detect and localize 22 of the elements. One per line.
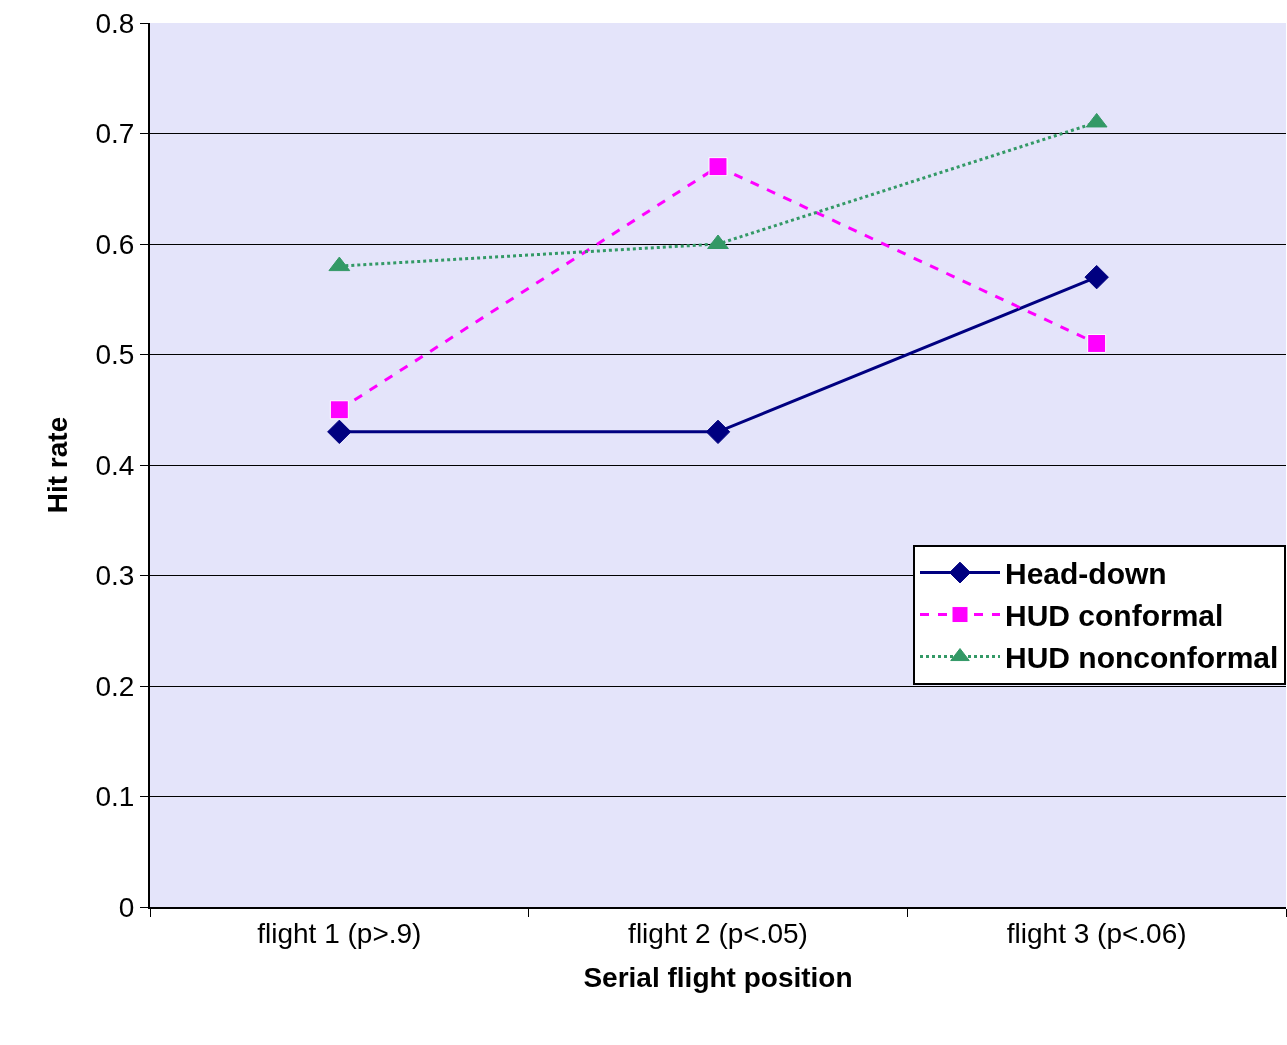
y-tick-label: 0.1 xyxy=(95,781,135,813)
legend-label: HUD conformal xyxy=(1005,599,1224,633)
y-tick-label: 0.8 xyxy=(95,7,135,39)
point xyxy=(705,419,731,445)
y-tick-label: 0.4 xyxy=(95,449,135,481)
y-tick-label: 0.6 xyxy=(95,228,135,260)
y-tick-label: 0.7 xyxy=(95,118,135,150)
y-tick-label: 0 xyxy=(118,891,135,923)
point xyxy=(1084,264,1109,290)
legend-label: HUD nonconformal xyxy=(1005,641,1279,675)
point xyxy=(327,419,352,445)
x-axis-title: Serial flight position xyxy=(583,962,853,994)
point xyxy=(329,400,349,420)
x-tick-label: flight 3 (p<.06) xyxy=(1006,917,1187,949)
x-tick-label: flight 1 (p>.9) xyxy=(257,917,422,949)
y-tick-label: 0.2 xyxy=(95,670,135,702)
legend-label: Head-down xyxy=(1005,557,1167,591)
y-tick-label: 0.3 xyxy=(95,560,135,592)
x-tick-label: flight 2 (p<.05) xyxy=(628,917,808,949)
y-tick-label: 0.5 xyxy=(95,339,135,371)
y-axis-title: Hit rate xyxy=(41,416,73,514)
point xyxy=(1087,333,1107,353)
